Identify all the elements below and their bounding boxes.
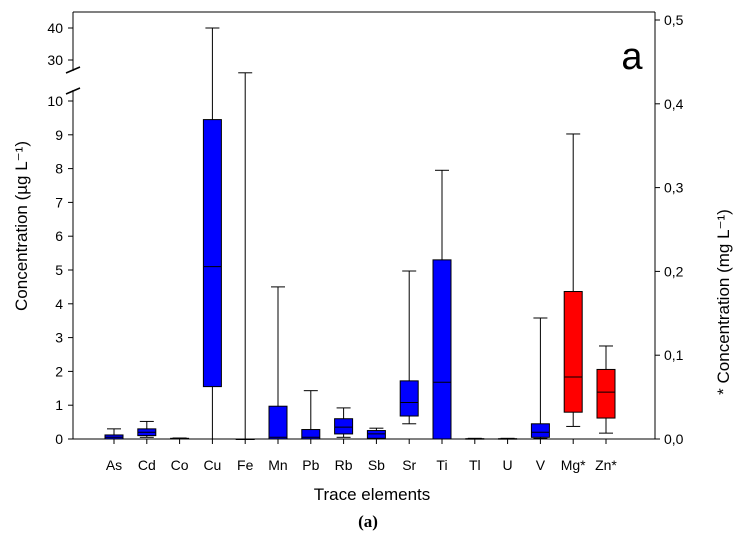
box-mg-star bbox=[563, 133, 583, 444]
box-co bbox=[170, 437, 190, 444]
y-left-tick-label: 9 bbox=[55, 127, 63, 143]
x-tick-label: Sb bbox=[368, 457, 385, 473]
x-tick-label: U bbox=[503, 457, 513, 473]
y-right-tick-label: 0,2 bbox=[664, 263, 684, 279]
y-right-tick-label: 0,5 bbox=[664, 12, 684, 28]
y-axis-left-label: Concentration (µg L⁻¹) bbox=[12, 141, 31, 311]
y-right-tick-label: 0,3 bbox=[664, 180, 684, 196]
y-left-tick-label: 7 bbox=[55, 194, 63, 210]
box-sr bbox=[399, 270, 419, 444]
y-left-tick-label: 2 bbox=[55, 363, 63, 379]
box-as bbox=[104, 428, 124, 444]
box-cd bbox=[137, 420, 157, 444]
box-iqr bbox=[202, 119, 222, 388]
x-tick-label: Ti bbox=[436, 457, 447, 473]
x-tick-label: Tl bbox=[469, 457, 481, 473]
x-axis-label: Trace elements bbox=[314, 485, 431, 504]
x-tick-label: Cd bbox=[138, 457, 156, 473]
x-tick-label: Rb bbox=[335, 457, 353, 473]
x-tick-label: Cu bbox=[203, 457, 221, 473]
box-iqr bbox=[334, 418, 354, 435]
y-left-tick-label: 10 bbox=[47, 93, 63, 109]
x-tick-label: Pb bbox=[302, 457, 319, 473]
box-iqr bbox=[366, 430, 386, 439]
x-tick-label: Mg* bbox=[561, 457, 586, 473]
axis-break-mark-lower bbox=[65, 87, 81, 95]
box-iqr bbox=[432, 259, 452, 440]
box-mn bbox=[268, 286, 288, 444]
box-pb bbox=[301, 390, 321, 444]
axis-break-mark-upper bbox=[65, 66, 81, 74]
box-fe bbox=[235, 72, 255, 444]
y-left-tick-label: 0 bbox=[55, 431, 63, 447]
box-iqr bbox=[530, 423, 550, 438]
box-iqr bbox=[268, 405, 288, 440]
x-tick-label: Fe bbox=[237, 457, 254, 473]
box-ti bbox=[432, 169, 452, 444]
x-tick-label: V bbox=[536, 457, 546, 473]
y-left-tick-label: 8 bbox=[55, 161, 63, 177]
box-rb bbox=[334, 407, 354, 444]
y-left-tick-label: 3 bbox=[55, 330, 63, 346]
y-right-tick-label: 0,1 bbox=[664, 347, 684, 363]
box-zn-star bbox=[596, 345, 616, 444]
x-tick-label: Zn* bbox=[595, 457, 617, 473]
y-left-tick-label: 5 bbox=[55, 262, 63, 278]
y-left-tick-label: 30 bbox=[47, 52, 63, 68]
x-tick-label: Mn bbox=[268, 457, 287, 473]
box-iqr bbox=[399, 380, 419, 417]
x-tick-label: As bbox=[106, 457, 122, 473]
box-iqr bbox=[596, 368, 616, 419]
y-left-tick-label: 6 bbox=[55, 228, 63, 244]
box-sb bbox=[366, 427, 386, 444]
y-right-tick-label: 0,0 bbox=[664, 431, 684, 447]
y-left-tick-label: 4 bbox=[55, 296, 63, 312]
y-right-tick-label: 0,4 bbox=[664, 96, 684, 112]
x-tick-label: Sr bbox=[402, 457, 416, 473]
y-left-tick-label: 1 bbox=[55, 397, 63, 413]
box-v bbox=[530, 317, 550, 444]
y-left-tick-label: 40 bbox=[47, 20, 63, 36]
box-tl bbox=[465, 437, 485, 444]
box-cu bbox=[202, 27, 222, 444]
box-iqr bbox=[563, 291, 583, 413]
x-tick-label: Co bbox=[171, 457, 189, 473]
panel-label: a bbox=[621, 36, 643, 78]
figure-caption: (a) bbox=[358, 512, 378, 531]
y-axis-right-label: * Concentration (mg L⁻¹) bbox=[714, 209, 733, 395]
box-u bbox=[498, 437, 518, 444]
